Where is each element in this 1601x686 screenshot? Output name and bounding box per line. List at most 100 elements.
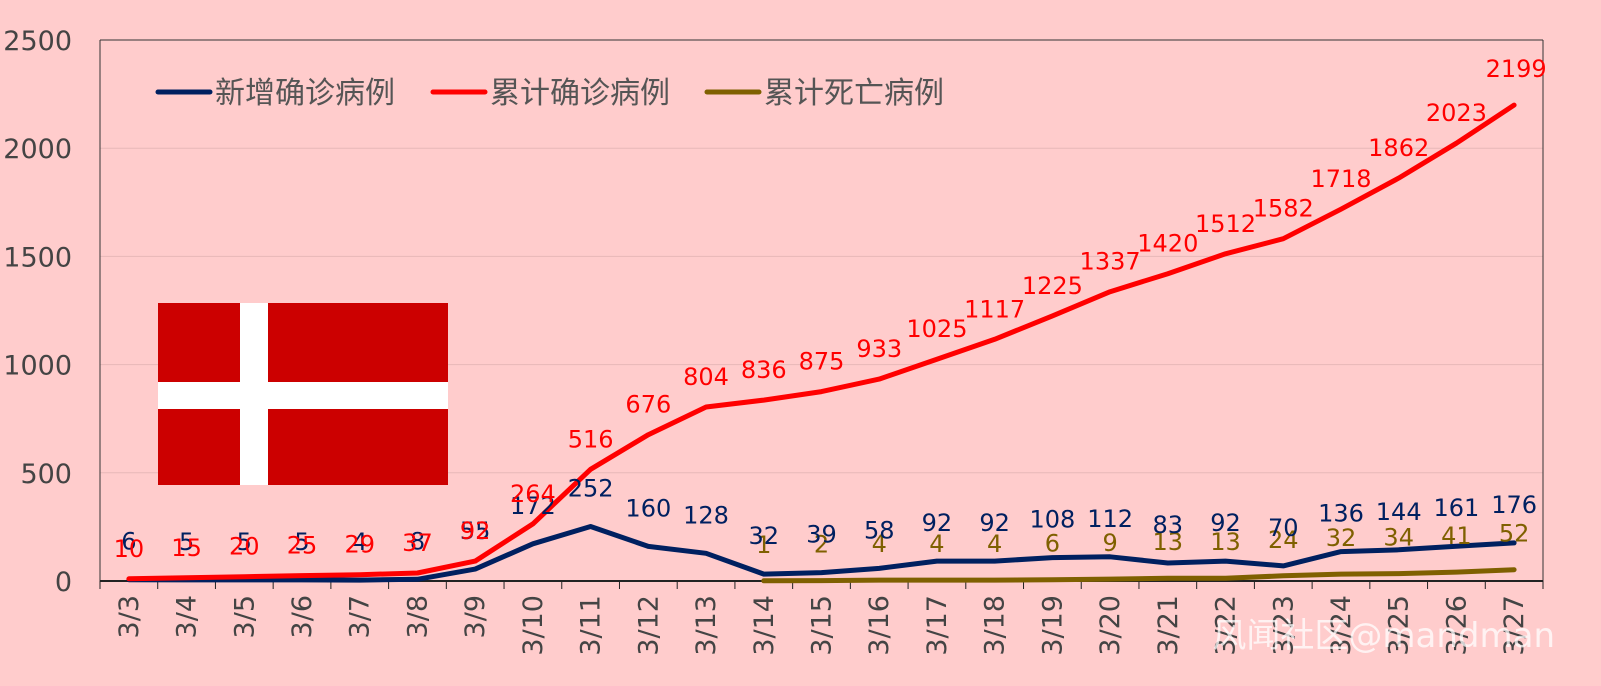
- data-label: 25: [287, 532, 318, 560]
- data-label: 161: [1434, 494, 1480, 522]
- x-tick-label: 3/18: [980, 595, 1011, 656]
- data-label: 1: [756, 531, 771, 559]
- data-label: 112: [1087, 505, 1133, 533]
- legend-label: 累计确诊病例: [490, 76, 670, 111]
- data-label: 804: [683, 363, 729, 391]
- x-tick-label: 3/27: [1499, 595, 1530, 656]
- data-label: 1420: [1137, 230, 1198, 258]
- data-label: 5: [237, 528, 252, 556]
- y-tick-label: 1500: [3, 242, 72, 273]
- x-tick-label: 3/8: [402, 595, 433, 638]
- x-tick-label: 3/13: [691, 595, 722, 656]
- data-label: 136: [1318, 500, 1364, 528]
- x-tick-label: 3/14: [749, 595, 780, 656]
- x-tick-label: 3/24: [1326, 595, 1357, 656]
- data-label: 1862: [1368, 134, 1429, 162]
- x-tick-label: 3/5: [229, 595, 260, 638]
- series-line-1: [126, 102, 1517, 582]
- data-label: 70: [1268, 514, 1299, 542]
- y-tick-label: 1000: [3, 351, 72, 382]
- series-lines: [126, 102, 1517, 584]
- legend-label: 累计死亡病例: [764, 76, 944, 111]
- data-label: 264: [510, 480, 556, 508]
- data-label: 836: [741, 356, 787, 384]
- x-tick-label: 3/23: [1268, 595, 1299, 656]
- data-label: 92: [460, 517, 491, 545]
- y-tick-label: 2500: [3, 26, 72, 57]
- x-tick-label: 3/9: [460, 595, 491, 638]
- data-label: 6: [121, 528, 136, 556]
- y-tick-label: 0: [55, 567, 72, 598]
- flag-cross-horizontal: [158, 382, 448, 409]
- data-label: 39: [806, 521, 837, 549]
- x-tick-label: 3/11: [576, 595, 607, 656]
- series-line-0: [126, 524, 1517, 583]
- legend: 新增确诊病例 累计确诊病例 累计死亡病例: [155, 76, 944, 111]
- data-label: 92: [922, 509, 953, 537]
- x-tick-label: 3/16: [864, 595, 895, 656]
- data-label: 5: [294, 528, 309, 556]
- data-label: 29: [344, 531, 375, 559]
- data-label: 144: [1376, 498, 1422, 526]
- data-label: 15: [171, 534, 202, 562]
- data-label: 83: [1153, 511, 1184, 539]
- data-label: 32: [1326, 524, 1357, 552]
- series-line-2: [761, 567, 1517, 584]
- legend-label: 新增确诊病例: [215, 76, 395, 111]
- denmark-flag-icon: [158, 303, 448, 485]
- x-tick-label: 3/6: [287, 595, 318, 638]
- data-label: 1025: [906, 315, 967, 343]
- data-label: 1512: [1195, 210, 1256, 238]
- data-label: 172: [510, 492, 556, 520]
- data-label: 1225: [1022, 272, 1083, 300]
- data-label: 41: [1441, 522, 1472, 550]
- x-tick-label: 3/17: [922, 595, 953, 656]
- x-tick-label: 3/7: [345, 595, 376, 638]
- watermark-text: 风闻社区@mandman: [1212, 616, 1555, 656]
- data-label: 58: [864, 516, 895, 544]
- data-label: 2: [814, 531, 829, 559]
- data-label: 5: [179, 528, 194, 556]
- data-label: 176: [1491, 491, 1537, 519]
- axes: 0 500 1000 1500 2000 2500 3/3 3/4 3/5 3/6 3/7 3/8 3/…: [3, 26, 1544, 656]
- data-label: 4: [352, 528, 367, 556]
- data-label: 92: [1210, 509, 1241, 537]
- data-label: 20: [229, 533, 260, 561]
- data-label: 252: [568, 474, 614, 502]
- data-label: 9: [1102, 529, 1117, 557]
- x-tick-label: 3/26: [1441, 595, 1472, 656]
- data-label: 4: [987, 530, 1002, 558]
- data-label: 1582: [1253, 195, 1314, 223]
- data-label: 1337: [1080, 248, 1141, 276]
- x-tick-label: 3/3: [114, 595, 145, 638]
- data-label: 55: [460, 517, 491, 545]
- data-label: 1718: [1310, 165, 1371, 193]
- x-tick-label: 3/21: [1153, 595, 1184, 656]
- data-label: 13: [1210, 528, 1241, 556]
- data-label: 34: [1383, 524, 1414, 552]
- data-label: 2199: [1486, 55, 1547, 83]
- x-tick-label: 3/22: [1211, 595, 1242, 656]
- y-tick-label: 2000: [3, 134, 72, 165]
- data-label: 4: [872, 530, 887, 558]
- data-label: 516: [568, 425, 614, 453]
- data-label: 160: [625, 494, 671, 522]
- data-label: 128: [683, 501, 729, 529]
- data-label: 108: [1029, 506, 1075, 534]
- data-label: 10: [114, 535, 145, 563]
- data-label: 92: [979, 509, 1010, 537]
- data-label: 13: [1153, 528, 1184, 556]
- x-tick-label: 3/4: [172, 595, 203, 638]
- x-tick-label: 3/15: [807, 595, 838, 656]
- data-label: 933: [856, 335, 902, 363]
- data-label: 676: [625, 391, 671, 419]
- x-tick-label: 3/19: [1037, 595, 1068, 656]
- data-label: 1117: [964, 295, 1025, 323]
- y-tick-label: 500: [20, 459, 72, 490]
- x-tick-label: 3/12: [633, 595, 664, 656]
- data-label: 875: [799, 348, 845, 376]
- data-label: 32: [749, 522, 780, 550]
- data-label: 52: [1499, 520, 1530, 548]
